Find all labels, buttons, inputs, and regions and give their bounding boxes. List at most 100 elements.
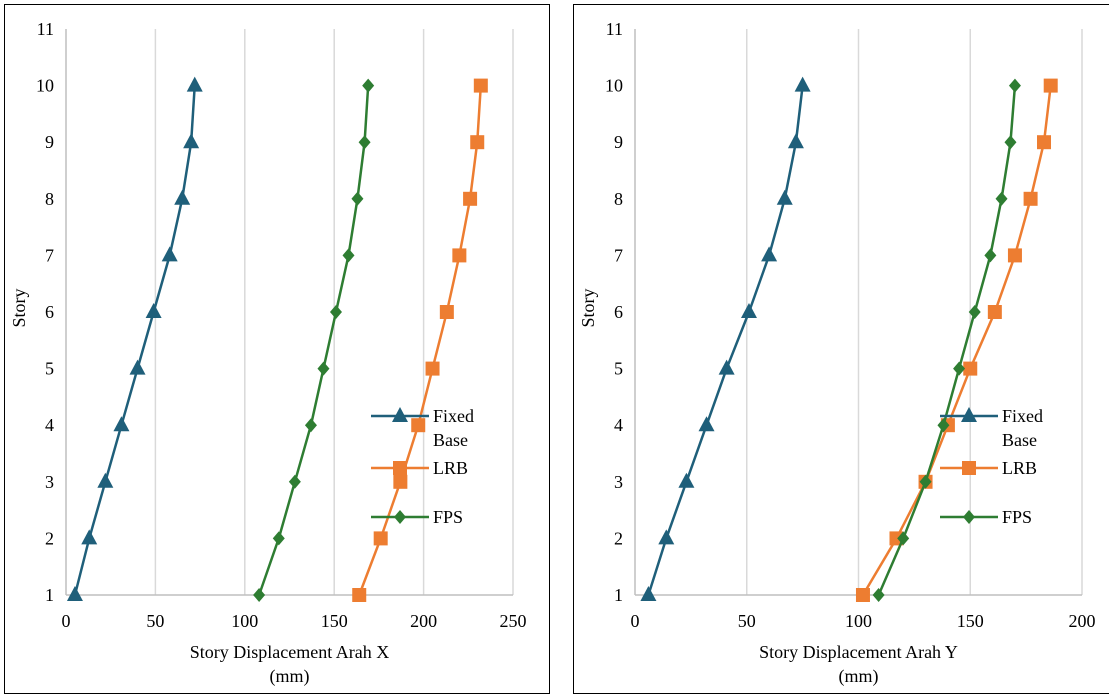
triangle-marker: [794, 76, 811, 92]
square-marker: [463, 191, 478, 206]
y-tick-label: 2: [45, 528, 54, 548]
triangle-marker: [658, 529, 675, 545]
y-tick-label: 9: [614, 132, 623, 152]
square-marker: [1037, 135, 1052, 150]
triangle-marker: [145, 303, 162, 318]
chart-panel-y: 1 2 3 4 5 6 7 8 9 10 11 0 50 100 150 200 Story Displacem…: [573, 4, 1109, 694]
y-tick-label: 7: [614, 245, 623, 265]
y-tick-label: 5: [614, 359, 623, 379]
triangle-marker: [678, 472, 695, 488]
y-tick-label: 4: [45, 415, 54, 435]
series-fps: [872, 78, 1021, 602]
square-marker: [963, 361, 978, 376]
x-axis-unit: (mm): [270, 666, 310, 687]
y-tick-label: 9: [45, 132, 54, 152]
triangle-marker: [174, 189, 191, 205]
legend-label: Fixed: [433, 406, 474, 426]
square-marker: [411, 418, 426, 433]
legend-triangle-marker: [961, 407, 977, 422]
y-tick-label: 1: [614, 585, 623, 605]
y-tick-label: 10: [36, 76, 54, 96]
x-tick-label: 0: [631, 611, 640, 631]
diamond-marker: [329, 305, 342, 319]
legend-label: LRB: [1002, 458, 1037, 478]
legend-label: Fixed: [1002, 406, 1043, 426]
triangle-marker: [787, 133, 804, 149]
y-tick-label: 8: [45, 189, 54, 209]
y-tick-label: 6: [45, 302, 54, 322]
square-marker: [1043, 78, 1058, 93]
diamond-marker: [897, 531, 910, 546]
x-tick-label: 50: [738, 611, 756, 631]
diamond-marker: [1008, 78, 1021, 93]
diamond-marker: [919, 474, 932, 489]
square-marker: [393, 474, 408, 489]
x-axis-title: Story Displacement Arah Y: [759, 642, 958, 662]
diamond-marker: [358, 135, 371, 150]
x-tick-label: 150: [957, 611, 984, 631]
y-tick-label: 3: [45, 472, 54, 492]
legend-diamond-marker: [963, 510, 975, 524]
diamond-marker: [317, 361, 330, 376]
y-tick-label: 8: [614, 189, 623, 209]
chart-x-svg: 1 2 3 4 5 6 7 8 9 10 11 0 50 100 150 200 250 Story Displa…: [9, 19, 527, 687]
diamond-marker: [253, 588, 266, 602]
series-line: [861, 85, 1052, 596]
x-tick-label: 250: [500, 611, 527, 631]
y-tick-label: 11: [37, 19, 54, 39]
diamond-marker: [304, 418, 317, 433]
legend: Fixed Base LRB FPS: [371, 406, 474, 527]
square-marker: [473, 78, 488, 93]
triangle-marker: [183, 133, 200, 149]
triangle-marker: [761, 246, 778, 262]
diamond-marker: [362, 78, 375, 93]
square-marker: [452, 248, 467, 263]
legend-square-marker: [393, 461, 407, 475]
diamond-marker: [351, 191, 364, 206]
diamond-marker: [968, 305, 981, 319]
triangle-marker: [113, 416, 130, 432]
legend-label: Base: [433, 430, 468, 450]
y-tick-label: 3: [614, 472, 623, 492]
series-line: [358, 85, 483, 596]
legend-label: FPS: [433, 507, 463, 527]
x-axis-unit: (mm): [839, 666, 879, 687]
series-lrb: [855, 78, 1058, 602]
y-tick-label: 2: [614, 528, 623, 548]
square-marker: [1007, 248, 1022, 263]
triangle-marker: [81, 529, 98, 545]
series-line: [877, 85, 1017, 596]
y-tick-label: 6: [614, 302, 623, 322]
x-tick-label: 100: [845, 611, 872, 631]
series-line: [257, 85, 370, 596]
square-marker: [470, 135, 485, 150]
diamond-marker: [953, 361, 966, 376]
y-axis-title: Story: [578, 288, 598, 327]
diamond-marker: [937, 418, 950, 433]
chart-y-svg: 1 2 3 4 5 6 7 8 9 10 11 0 50 100 150 200 Story Displacem…: [578, 19, 1096, 687]
legend-label: Base: [1002, 430, 1037, 450]
diamond-marker: [1004, 135, 1017, 150]
y-tick-label: 11: [606, 19, 623, 39]
square-marker: [352, 588, 367, 602]
triangle-marker: [129, 359, 146, 375]
diamond-marker: [984, 248, 997, 263]
x-tick-label: 150: [321, 611, 348, 631]
legend-diamond-marker: [394, 510, 406, 524]
legend-triangle-marker: [392, 407, 408, 422]
triangle-marker: [740, 303, 757, 318]
square-marker: [425, 361, 440, 376]
diamond-marker: [872, 588, 885, 602]
y-axis-title: Story: [9, 288, 29, 327]
x-tick-label: 50: [146, 611, 164, 631]
legend-label: LRB: [433, 458, 468, 478]
diamond-marker: [288, 474, 301, 489]
legend: Fixed Base LRB FPS: [940, 406, 1043, 527]
diamond-marker: [342, 248, 355, 263]
triangle-marker: [97, 472, 114, 488]
square-marker: [855, 588, 870, 602]
series-line: [73, 85, 196, 596]
x-axis-title: Story Displacement Arah X: [190, 642, 389, 662]
series-fixed-base: [66, 76, 203, 601]
y-tick-label: 10: [605, 76, 623, 96]
